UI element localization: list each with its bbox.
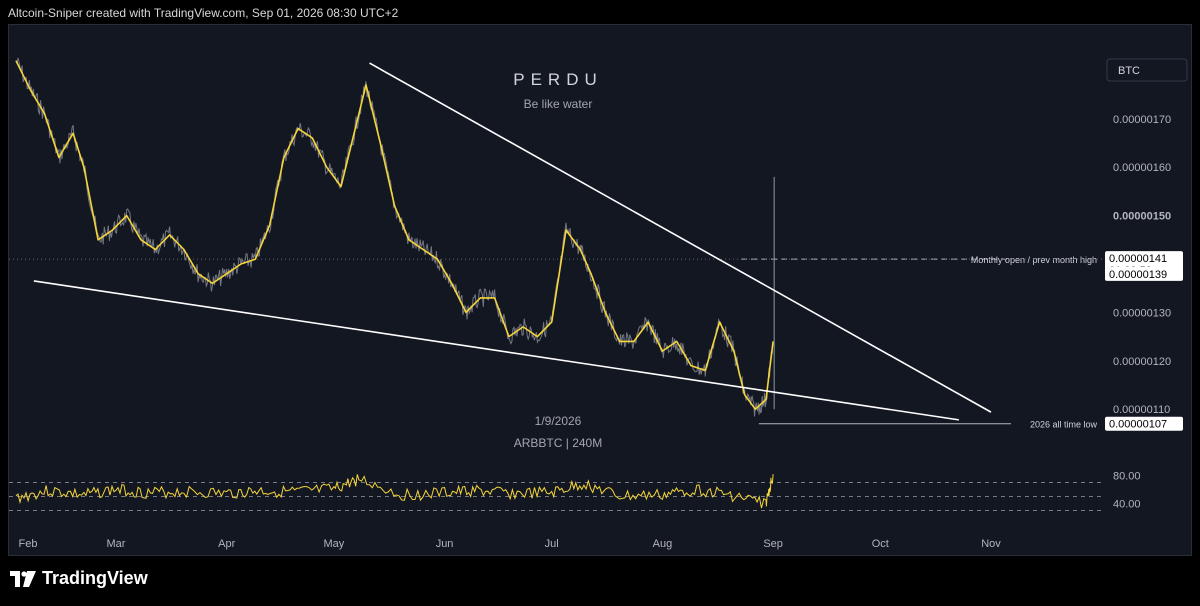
y-tick-label: 0.00000130 xyxy=(1113,307,1171,319)
rsi-tick-label: 80.00 xyxy=(1113,471,1141,483)
chart-panel[interactable]: Monthly open / prev month high 2026 all t… xyxy=(8,24,1192,556)
watermark-symbol: ARBBTC | 240M xyxy=(514,436,602,450)
level-label-all-time-low: 2026 all time low xyxy=(1030,420,1098,430)
watermark-date: 1/9/2026 xyxy=(535,414,582,428)
y-tick-label: 0.00000120 xyxy=(1113,356,1171,368)
watermark-title: PERDU xyxy=(513,70,603,89)
price-wick-line xyxy=(15,57,774,417)
x-tick-label: May xyxy=(323,538,344,550)
moving-average-line xyxy=(15,60,774,410)
chart-attribution: Altcoin-Sniper created with TradingView.… xyxy=(8,6,399,20)
x-tick-label: Aug xyxy=(653,538,673,550)
currency-box xyxy=(1106,58,1188,82)
price-label: 0.00000141 xyxy=(1109,253,1167,265)
level-label-monthly-open: Monthly open / prev month high xyxy=(971,255,1097,265)
trendline-upper-resistance xyxy=(369,62,992,413)
tradingview-logo[interactable]: TradingView xyxy=(10,568,148,589)
x-tick-label: Mar xyxy=(107,538,126,550)
rsi-line xyxy=(15,474,774,509)
level-lines: Monthly open / prev month high 2026 all t… xyxy=(9,255,1104,430)
x-tick-label: Nov xyxy=(981,538,1001,550)
trendlines xyxy=(33,62,992,421)
y-tick-label: 0.00000110 xyxy=(1113,404,1170,416)
x-tick-label: Feb xyxy=(19,538,38,550)
price-label-box xyxy=(1105,416,1183,431)
tradingview-logo-text: TradingView xyxy=(42,568,148,588)
currency-label: BTC xyxy=(1118,65,1140,77)
price-label: 0.00000139 xyxy=(1109,269,1167,281)
price-series xyxy=(15,57,775,417)
y-tick-label: 0.00000160 xyxy=(1113,162,1171,174)
axes: BTC 0.00000170 0.00000160 0.00000150 0.00000… xyxy=(19,58,1188,550)
y-tick-label: 0.00000150 xyxy=(1113,211,1171,223)
x-tick-label: Jun xyxy=(436,538,454,550)
x-tick-label: Apr xyxy=(218,538,235,550)
trendline-lower-support xyxy=(33,280,959,421)
watermark-subtitle: Be like water xyxy=(524,97,593,111)
rsi-pane xyxy=(9,474,1104,511)
price-chart[interactable]: Monthly open / prev month high 2026 all t… xyxy=(9,25,1193,557)
x-tick-label: Oct xyxy=(872,538,889,550)
price-label: 0.00000107 xyxy=(1109,419,1167,431)
watermark: PERDU Be like water 1/9/2026 ARBBTC | 240M xyxy=(513,70,603,450)
y-tick-label: 0.00000170 xyxy=(1113,114,1171,126)
price-label-box xyxy=(1105,266,1183,281)
rsi-tick-label: 40.00 xyxy=(1113,499,1141,511)
x-tick-label: Jul xyxy=(545,538,559,550)
tradingview-logo-icon xyxy=(10,570,36,587)
x-tick-label: Sep xyxy=(763,538,783,550)
